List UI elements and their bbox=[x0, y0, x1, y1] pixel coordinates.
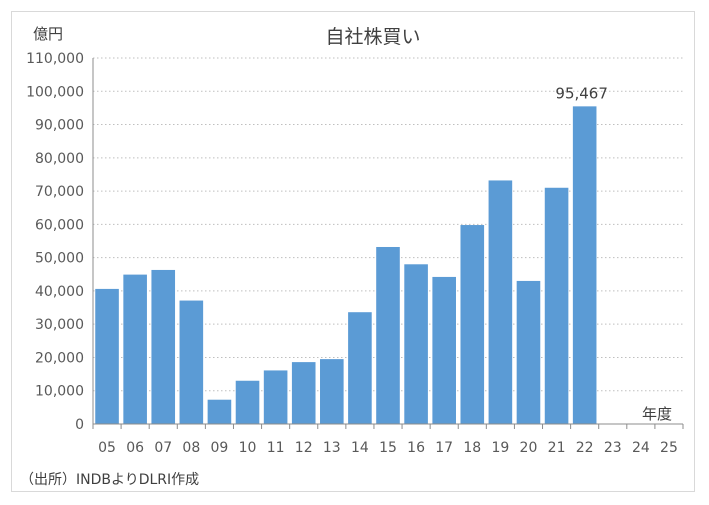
bar-08 bbox=[179, 300, 204, 424]
axes bbox=[92, 58, 684, 429]
y-tick-label: 70,000 bbox=[35, 184, 84, 200]
y-tick-label: 10,000 bbox=[35, 384, 84, 400]
source-note: （出所）INDBよりDLRI作成 bbox=[20, 472, 199, 488]
bars bbox=[95, 106, 597, 424]
y-tick-label: 100,000 bbox=[26, 84, 84, 100]
y-tick-label: 60,000 bbox=[35, 217, 84, 233]
y-tick-label: 40,000 bbox=[35, 284, 84, 300]
y-tick-label: 80,000 bbox=[35, 151, 84, 167]
bar-21 bbox=[544, 187, 569, 424]
bar-16 bbox=[404, 264, 428, 424]
bar-20 bbox=[516, 280, 541, 424]
bar-11 bbox=[263, 370, 288, 424]
x-tick-label: 24 bbox=[632, 440, 650, 456]
x-tick-label: 11 bbox=[267, 440, 285, 456]
y-tick-label: 20,000 bbox=[35, 350, 84, 366]
x-tick-label: 16 bbox=[407, 440, 425, 456]
bar-10 bbox=[235, 380, 260, 424]
x-tick-label: 18 bbox=[463, 440, 481, 456]
data-label: 95,467 bbox=[555, 84, 608, 102]
x-tick-label: 06 bbox=[126, 440, 144, 456]
bar-13 bbox=[320, 359, 344, 424]
bar-07 bbox=[151, 269, 176, 424]
y-tick-label: 110,000 bbox=[26, 51, 84, 67]
bar-15 bbox=[376, 246, 400, 424]
bar-05 bbox=[95, 288, 119, 424]
bar-22 bbox=[572, 106, 597, 424]
x-tick-label: 05 bbox=[98, 440, 116, 456]
x-tick-label: 19 bbox=[491, 440, 509, 456]
x-tick-label: 25 bbox=[660, 440, 678, 456]
x-tick-label: 12 bbox=[295, 440, 313, 456]
x-tick-label: 08 bbox=[182, 440, 200, 456]
x-tick-label: 23 bbox=[604, 440, 622, 456]
bar-17 bbox=[432, 276, 456, 424]
y-tick-label: 90,000 bbox=[35, 118, 84, 134]
data-labels: 95,467 bbox=[555, 84, 608, 102]
y-axis-unit-label: 億円 bbox=[33, 25, 63, 43]
bar-12 bbox=[291, 362, 316, 424]
bar-06 bbox=[123, 274, 147, 424]
y-tick-label: 30,000 bbox=[35, 317, 84, 333]
x-tick-label: 17 bbox=[435, 440, 453, 456]
x-tick-label: 15 bbox=[379, 440, 397, 456]
x-tick-label: 13 bbox=[323, 440, 341, 456]
x-tick-label: 10 bbox=[239, 440, 257, 456]
bar-09 bbox=[207, 399, 232, 424]
x-tick-labels: 05 06 07 08 09 10 11 12 13 14 15 16 17 18 19 20 21 22 23 24… bbox=[98, 440, 678, 456]
bar-18 bbox=[460, 225, 485, 424]
bar-14 bbox=[348, 312, 372, 424]
chart-title: 自社株買い bbox=[325, 26, 420, 48]
x-tick-label: 21 bbox=[548, 440, 566, 456]
x-tick-label: 07 bbox=[154, 440, 172, 456]
y-tick-label: 0 bbox=[75, 417, 84, 433]
y-tick-labels: 0 10,000 20,000 30,000 40,000 50,000 60,000 70,… bbox=[26, 51, 84, 433]
bar-19 bbox=[488, 180, 513, 424]
x-axis-unit-label: 年度 bbox=[642, 405, 672, 423]
x-tick-label: 14 bbox=[351, 440, 369, 456]
x-tick-label: 22 bbox=[576, 440, 594, 456]
y-tick-label: 50,000 bbox=[35, 251, 84, 267]
x-tick-label: 09 bbox=[211, 440, 229, 456]
x-tick-label: 20 bbox=[520, 440, 538, 456]
